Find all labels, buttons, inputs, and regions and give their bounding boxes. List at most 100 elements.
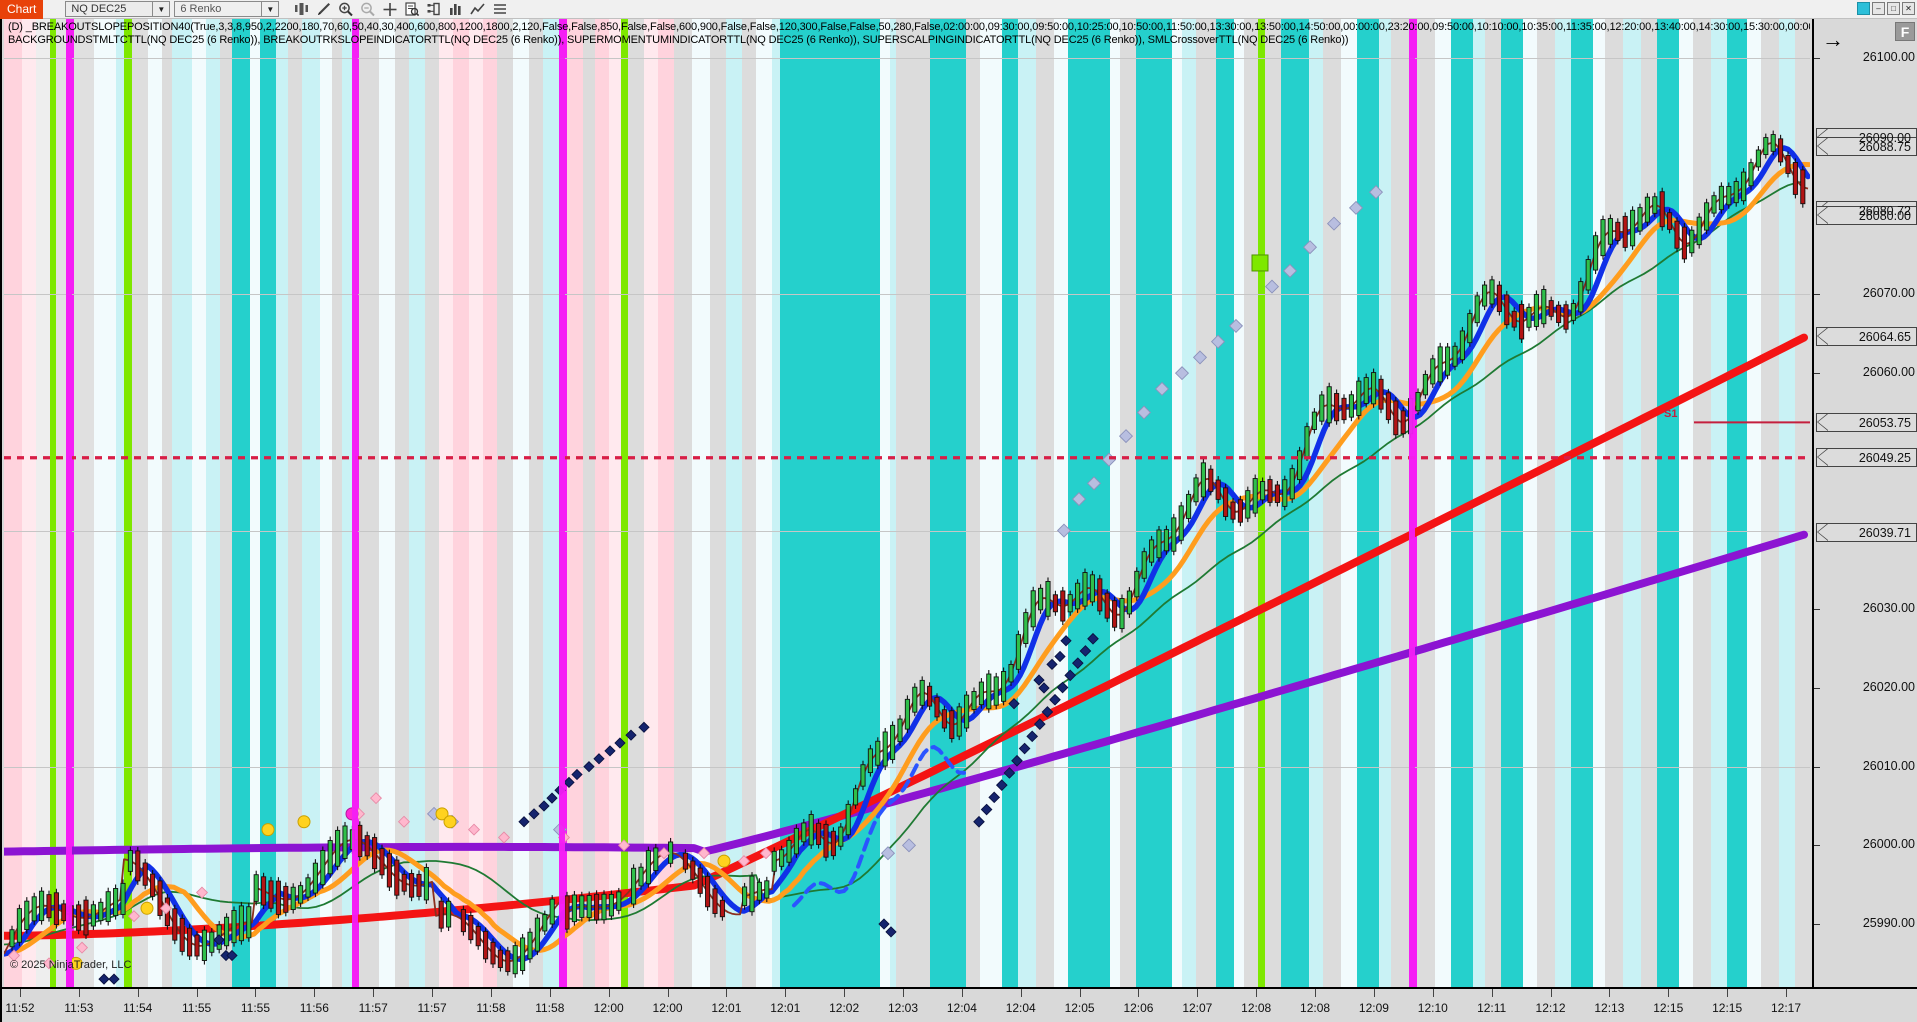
- crosshair-icon[interactable]: [379, 0, 401, 19]
- time-tick-mark: [1197, 989, 1199, 997]
- session-band: [1136, 19, 1172, 987]
- chart-plot-area[interactable]: (D) _BREAKOUTSLOPEPOSITION40(True,3,3,8,…: [4, 19, 1810, 987]
- drawing-tools-icon[interactable]: [313, 0, 335, 19]
- time-tick-mark: [432, 989, 434, 997]
- session-band: [658, 19, 674, 987]
- session-band: [1002, 19, 1018, 987]
- time-tick-mark: [196, 989, 198, 997]
- time-tick-label: 11:53: [64, 1001, 94, 1015]
- price-tick-mark: [1814, 687, 1820, 689]
- time-tick-mark: [1315, 989, 1317, 997]
- time-tick-label: 12:08: [1300, 1001, 1331, 1015]
- bar-type-icon[interactable]: [291, 0, 313, 19]
- theme-toggle-button[interactable]: [1857, 2, 1870, 15]
- instrument-value: NQ DEC25: [71, 3, 127, 15]
- session-band: [621, 19, 628, 987]
- session-band: [162, 19, 172, 987]
- close-button[interactable]: ✕: [1902, 2, 1915, 15]
- data-series-icon[interactable]: [401, 0, 423, 19]
- price-tag[interactable]: 26049.25: [1816, 448, 1917, 468]
- time-tick-label: 12:02: [829, 1001, 860, 1015]
- session-band: [453, 19, 469, 987]
- copyright-notice: © 2025 NinjaTrader, LLC: [10, 959, 132, 971]
- time-tick-label: 12:01: [770, 1001, 801, 1015]
- time-tick-label: 11:54: [123, 1001, 153, 1015]
- window-controls: – □ ✕: [1857, 2, 1915, 15]
- axis-mode-badge[interactable]: F: [1895, 22, 1915, 41]
- session-band: [1110, 19, 1120, 987]
- price-tag[interactable]: 26088.75: [1816, 137, 1917, 157]
- price-tag-value: 26088.75: [1858, 140, 1911, 155]
- price-tick-mark: [1814, 294, 1820, 296]
- time-tick-mark: [1256, 989, 1258, 997]
- time-tick-mark: [1491, 989, 1493, 997]
- session-band: [469, 19, 483, 987]
- chart-menu-button[interactable]: Chart: [0, 0, 44, 19]
- time-tick-mark: [1668, 989, 1670, 997]
- session-band: [332, 19, 342, 987]
- price-tag[interactable]: 26080.00: [1816, 206, 1917, 226]
- session-band: [756, 19, 772, 987]
- chevron-down-icon[interactable]: ▼: [261, 2, 278, 16]
- price-tick-mark: [1814, 924, 1820, 926]
- chart-panel[interactable]: (D) _BREAKOUTSLOPEPOSITION40(True,3,3,8,…: [0, 19, 1917, 1022]
- session-band: [559, 19, 567, 987]
- session-band: [1258, 19, 1265, 987]
- scroll-right-arrow-icon[interactable]: →: [1822, 27, 1844, 52]
- session-band: [409, 19, 425, 987]
- price-axis[interactable]: F 26100.00 26070.00 26060.00 26030.00 26020.…: [1812, 19, 1917, 987]
- zoom-out-icon[interactable]: [357, 0, 379, 19]
- price-tag[interactable]: 26064.65: [1816, 327, 1917, 347]
- properties-icon[interactable]: [489, 0, 511, 19]
- price-tick-mark: [1814, 766, 1820, 768]
- time-tick-label: 12:00: [652, 1001, 683, 1015]
- session-band: [425, 19, 439, 987]
- time-tick-mark: [1432, 989, 1434, 997]
- time-tick-mark: [1550, 989, 1552, 997]
- session-band: [710, 19, 726, 987]
- time-tick-label: 12:06: [1123, 1001, 1154, 1015]
- session-band: [1641, 19, 1657, 987]
- session-band: [66, 19, 74, 987]
- time-tick-label: 11:58: [535, 1001, 565, 1015]
- minimize-button[interactable]: –: [1872, 2, 1885, 15]
- maximize-button[interactable]: □: [1887, 2, 1900, 15]
- session-band: [1555, 19, 1571, 987]
- session-band: [1693, 19, 1711, 987]
- chevron-down-icon[interactable]: ▼: [152, 2, 169, 16]
- time-tick-label: 12:05: [1064, 1001, 1095, 1015]
- indicators-icon[interactable]: [423, 0, 445, 19]
- chart-style-icon[interactable]: [445, 0, 467, 19]
- interval-selector[interactable]: 6 Renko ▼: [174, 1, 280, 17]
- session-band: [930, 19, 966, 987]
- session-band: [1501, 19, 1523, 987]
- time-tick-label: 12:04: [1005, 1001, 1036, 1015]
- session-band: [1309, 19, 1323, 987]
- session-band: [896, 19, 930, 987]
- price-tag[interactable]: 26053.75: [1816, 412, 1917, 432]
- session-band: [56, 19, 66, 987]
- session-band: [674, 19, 692, 987]
- session-band: [1054, 19, 1068, 987]
- time-tick-mark: [785, 989, 787, 997]
- price-tag-value: 26049.25: [1858, 451, 1911, 466]
- session-band: [1727, 19, 1747, 987]
- time-axis[interactable]: 11:52 11:53 11:54 11:55 11:55 11:56 11:57 11:57…: [2, 987, 1917, 1022]
- price-tag[interactable]: 26039.71: [1816, 523, 1917, 543]
- instrument-selector[interactable]: NQ DEC25 ▼: [65, 1, 171, 17]
- time-tick-mark: [667, 989, 669, 997]
- session-band: [4, 19, 22, 987]
- session-band: [1341, 19, 1357, 987]
- session-band: [1593, 19, 1605, 987]
- session-band: [172, 19, 192, 987]
- time-tick-label: 12:12: [1535, 1001, 1566, 1015]
- strategies-icon[interactable]: [467, 0, 489, 19]
- time-tick-mark: [726, 989, 728, 997]
- zoom-in-icon[interactable]: [335, 0, 357, 19]
- session-band: [320, 19, 332, 987]
- session-band: [1036, 19, 1054, 987]
- session-band: [1605, 19, 1623, 987]
- time-tick-label: 11:55: [240, 1001, 271, 1015]
- session-band: [1473, 19, 1485, 987]
- gridline: [4, 766, 1810, 768]
